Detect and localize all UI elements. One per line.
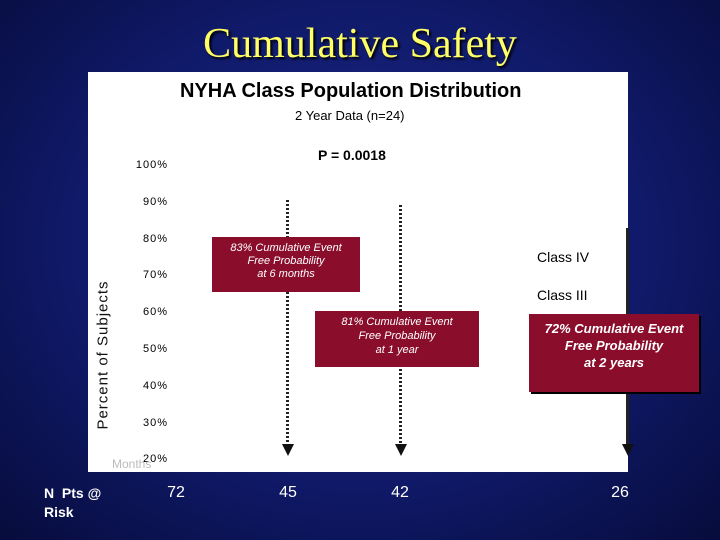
- arrow-down-icon: [281, 444, 294, 456]
- at-risk-count: 42: [391, 484, 409, 501]
- y-tick-label: 80%: [142, 232, 168, 245]
- y-tick-label: 30%: [142, 416, 168, 429]
- at-risk-count: 72: [167, 484, 185, 501]
- y-tick-label: 100%: [135, 159, 168, 171]
- callout-line: at 2 years: [584, 355, 644, 370]
- callout-line: 83% Cumulative Event: [230, 242, 342, 254]
- legend-class-iv: Class IV: [537, 249, 590, 265]
- chart-title: NYHA Class Population Distribution: [180, 80, 522, 102]
- callout-1-year: 81% Cumulative Event Free Probability at…: [315, 311, 479, 367]
- n-pts-at-risk-label: N Pts @ Risk: [44, 485, 102, 520]
- arrow-down-icon: [621, 444, 634, 456]
- y-tick-label: 60%: [142, 306, 168, 319]
- y-tick-label: 90%: [142, 195, 168, 208]
- y-tick-label: 40%: [142, 379, 168, 392]
- legend-class-iii: Class III: [537, 287, 588, 303]
- callout-line: Free Probability: [564, 338, 664, 353]
- callout-line: at 1 year: [375, 344, 419, 356]
- at-risk-count: 26: [611, 484, 629, 501]
- callout-line: Free Probability: [247, 255, 325, 267]
- callout-6-months: 83% Cumulative Event Free Probability at…: [212, 237, 360, 292]
- callout-line: Free Probability: [358, 330, 436, 342]
- arrow-down-icon: [394, 444, 407, 456]
- timepoint-line-6mo: [286, 200, 289, 444]
- callout-line: 72% Cumulative Event: [544, 321, 684, 336]
- x-axis-label-months: Months: [112, 457, 152, 471]
- callout-line: 81% Cumulative Event: [341, 316, 453, 328]
- callout-2-years: 72% Cumulative Event Free Probability at…: [529, 314, 699, 392]
- y-axis-label: Percent of Subjects: [94, 280, 112, 430]
- y-tick-label: 70%: [142, 269, 168, 282]
- chart-subtitle: 2 Year Data (n=24): [295, 108, 405, 123]
- at-risk-count: 45: [279, 484, 297, 501]
- y-tick-label: 20%: [142, 453, 168, 466]
- y-tick-label: 50%: [142, 343, 168, 355]
- slide-title: Cumulative Safety: [203, 21, 517, 67]
- p-value: P = 0.0018: [318, 147, 386, 163]
- callout-line: at 6 months: [257, 268, 315, 280]
